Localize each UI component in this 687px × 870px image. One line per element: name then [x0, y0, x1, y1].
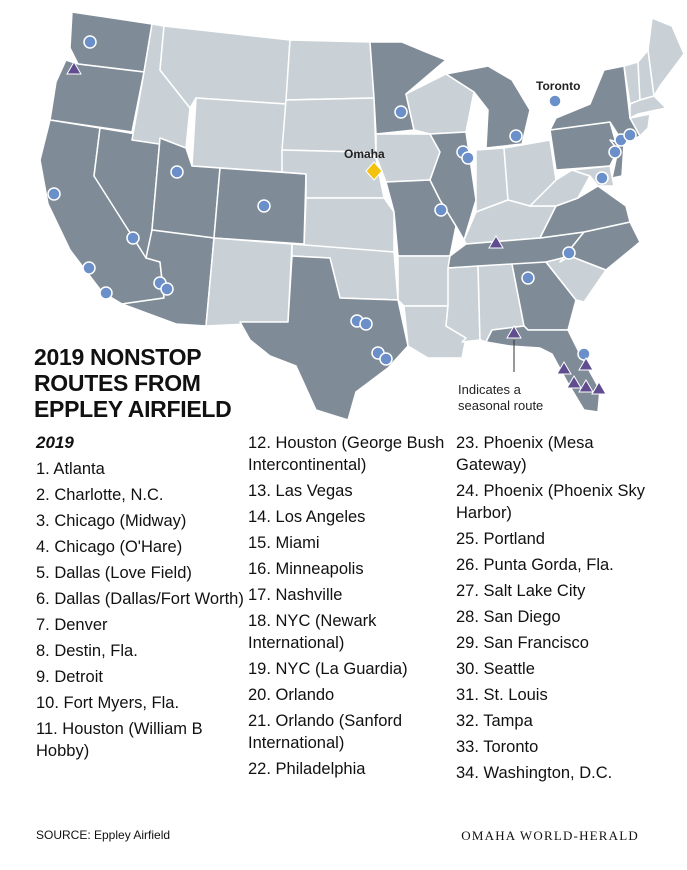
airport-marker-toronto	[548, 94, 562, 108]
route-item: 8. Destin, Fla.	[36, 642, 138, 660]
state-iowa	[375, 133, 441, 183]
state-maine	[647, 17, 685, 97]
us-route-map: Omaha Toronto	[0, 0, 687, 430]
state-arkansas	[397, 255, 451, 307]
omaha-label: Omaha	[344, 147, 385, 161]
seasonal-legend-text: Indicates a seasonal route	[458, 382, 544, 413]
route-item: 25. Portland	[456, 530, 545, 548]
route-item: 13. Las Vegas	[248, 482, 353, 500]
airport-marker-philadelphia	[608, 145, 622, 159]
seasonal-marker-sanford	[578, 357, 594, 371]
airport-marker-washington	[595, 171, 609, 185]
airport-marker-st-louis	[434, 203, 448, 217]
route-item: 12. Houston (George Bush Intercontinenta…	[248, 434, 445, 474]
state-texas	[239, 255, 409, 421]
airport-marker-atlanta	[521, 271, 535, 285]
routes-column-1: 2019 1. Atlanta 2. Charlotte, N.C. 3. Chic…	[36, 432, 246, 766]
seasonal-marker-portland	[66, 61, 82, 75]
airport-marker-chicago-midway	[461, 151, 475, 165]
source-credit: SOURCE: Eppley Airfield	[36, 828, 171, 842]
seasonal-marker-fort-myers	[578, 379, 594, 393]
airport-marker-salt-lake-city	[170, 165, 184, 179]
route-item: 21. Orlando (Sanford International)	[248, 712, 403, 752]
state-montana	[159, 25, 291, 109]
route-item: 30. Seattle	[456, 660, 535, 678]
route-item: 10. Fort Myers, Fla.	[36, 694, 180, 712]
omaha-marker	[365, 161, 383, 181]
route-item: 31. St. Louis	[456, 686, 548, 704]
airport-marker-minneapolis	[394, 105, 408, 119]
airport-marker-phoenix-mesa	[160, 282, 174, 296]
seasonal-marker-tampa	[556, 361, 572, 375]
state-florida	[485, 325, 601, 413]
route-item: 27. Salt Lake City	[456, 582, 586, 600]
route-item: 15. Miami	[248, 534, 320, 552]
state-michigan	[445, 65, 531, 149]
route-item: 16. Minneapolis	[248, 560, 364, 578]
route-item: 20. Orlando	[248, 686, 335, 704]
airport-marker-orlando	[577, 347, 591, 361]
route-item: 2. Charlotte, N.C.	[36, 486, 164, 504]
route-item: 29. San Francisco	[456, 634, 589, 652]
airport-marker-charlotte	[562, 246, 576, 260]
route-item: 6. Dallas (Dallas/Fort Worth)	[36, 590, 244, 608]
state-new-mexico	[205, 237, 293, 327]
state-washington	[69, 11, 153, 73]
airport-marker-dallas-dfw	[359, 317, 373, 331]
airport-marker-denver	[257, 199, 271, 213]
route-item: 34. Washington, D.C.	[456, 764, 613, 782]
seasonal-marker-nashville	[488, 235, 504, 249]
state-connecticut	[629, 113, 651, 137]
route-item: 17. Nashville	[248, 586, 343, 604]
route-item: 23. Phoenix (Mesa Gateway)	[456, 434, 594, 474]
route-item: 24. Phoenix (Phoenix Sky Harbor)	[456, 482, 645, 522]
publisher-credit: OMAHA WORLD-HERALD	[461, 828, 639, 843]
routes-column-2: 12. Houston (George Bush Intercontinenta…	[248, 432, 448, 784]
route-item: 18. NYC (Newark International)	[248, 612, 377, 652]
airport-marker-seattle	[83, 35, 97, 49]
airport-marker-san-francisco	[47, 187, 61, 201]
airport-marker-detroit	[509, 129, 523, 143]
seasonal-marker-miami	[591, 381, 607, 395]
state-kansas	[303, 197, 395, 253]
route-item: 4. Chicago (O'Hare)	[36, 538, 183, 556]
route-item: 9. Detroit	[36, 668, 103, 686]
route-item: 22. Philadelphia	[248, 760, 366, 778]
route-item: 28. San Diego	[456, 608, 561, 626]
page-title: 2019 NONSTOP ROUTES FROM EPPLEY AIRFIELD	[34, 344, 232, 422]
route-item: 33. Toronto	[456, 738, 539, 756]
state-wyoming	[191, 97, 287, 173]
route-item: 3. Chicago (Midway)	[36, 512, 187, 530]
state-north-dakota	[285, 39, 375, 101]
map-svg: Omaha Toronto	[39, 11, 685, 421]
airport-marker-houston-hobby	[379, 352, 393, 366]
state-south-dakota	[281, 97, 377, 157]
route-item: 19. NYC (La Guardia)	[248, 660, 408, 678]
state-oregon	[49, 59, 145, 133]
route-item: 14. Los Angeles	[248, 508, 366, 526]
airport-marker-las-vegas	[126, 231, 140, 245]
airport-marker-los-angeles	[82, 261, 96, 275]
route-item: 26. Punta Gorda, Fla.	[456, 556, 614, 574]
route-item: 32. Tampa	[456, 712, 533, 730]
routes-year-heading: 2019	[36, 433, 74, 452]
route-item: 11. Houston (William B Hobby)	[36, 720, 203, 760]
route-item: 1. Atlanta	[36, 460, 105, 478]
airport-marker-san-diego	[99, 286, 113, 300]
airport-marker-la-guardia	[623, 128, 637, 142]
route-item: 5. Dallas (Love Field)	[36, 564, 192, 582]
seasonal-marker-destin	[506, 325, 522, 339]
route-item: 7. Denver	[36, 616, 108, 634]
toronto-label: Toronto	[536, 79, 580, 93]
seasonal-marker-punta-gorda	[566, 375, 582, 389]
routes-column-3: 23. Phoenix (Mesa Gateway) 24. Phoenix (P…	[456, 432, 656, 788]
